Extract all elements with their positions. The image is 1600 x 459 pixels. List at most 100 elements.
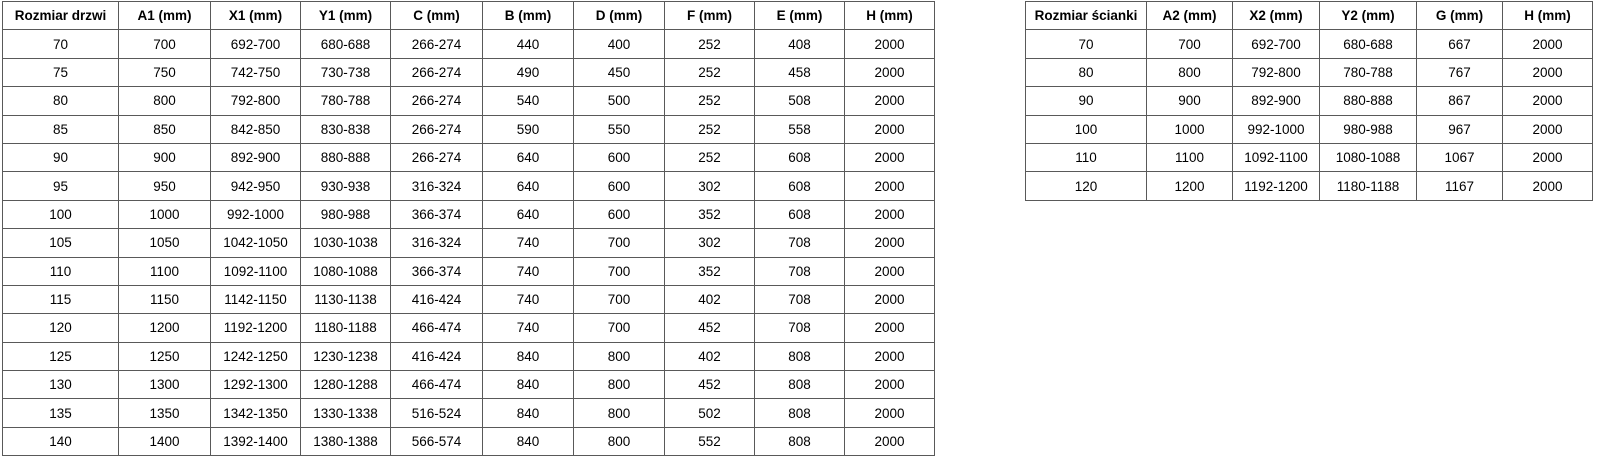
table-cell: 440 [482, 29, 574, 59]
table-cell: 352 [664, 199, 755, 230]
table-cell: 808 [754, 426, 845, 457]
table-cell: 366-374 [390, 256, 483, 286]
table-cell: 1180-1188 [300, 313, 391, 343]
table-cell: 900 [1146, 86, 1233, 116]
table-cell: 792-800 [210, 86, 301, 116]
table-row: 135 1350 1342-1350 1330-1338 516-524 840 800 50… [2, 398, 935, 428]
table-cell: 90 [1025, 86, 1147, 116]
table-cell: 867 [1416, 86, 1503, 116]
table-cell: 1230-1238 [300, 341, 391, 372]
column-header: D (mm) [573, 0, 665, 31]
table-cell: 2000 [844, 398, 935, 428]
table-cell: 942-950 [210, 171, 301, 201]
table-cell: 1050 [118, 228, 211, 258]
table-cell: 252 [664, 29, 755, 59]
table-cell: 1280-1288 [300, 370, 391, 400]
table-cell: 352 [664, 256, 755, 286]
table-row: 100 1000 992-1000 980-988 366-374 640 600 352 60… [2, 199, 935, 230]
table-cell: 490 [482, 57, 574, 88]
table-cell: 700 [573, 313, 665, 343]
table-cell: 740 [482, 256, 574, 286]
table-cell: 967 [1416, 114, 1503, 144]
table-cell: 930-938 [300, 171, 391, 201]
column-header: Rozmiar ścianki [1025, 0, 1147, 31]
table-cell: 2000 [1502, 57, 1593, 88]
table-cell: 1242-1250 [210, 341, 301, 372]
table-row: 120 1200 1192-1200 1180-1188 466-474 740 700 45… [2, 313, 935, 343]
table-cell: 840 [482, 341, 574, 372]
table-row: 100 1000 992-1000 980-988 967 2000 [1025, 114, 1593, 144]
table-cell: 2000 [844, 284, 935, 315]
table-cell: 2000 [1502, 142, 1593, 173]
table-cell: 408 [754, 29, 845, 59]
table-cell: 110 [2, 256, 119, 286]
table-cell: 1030-1038 [300, 228, 391, 258]
table-cell: 1092-1100 [1232, 142, 1320, 173]
table-cell: 135 [2, 398, 119, 428]
table-cell: 452 [664, 313, 755, 343]
table-cell: 2000 [1502, 29, 1593, 59]
table-cell: 1400 [118, 426, 211, 457]
table-cell: 980-988 [300, 199, 391, 230]
table-cell: 708 [754, 284, 845, 315]
table-cell: 540 [482, 86, 574, 116]
table-cell: 800 [573, 398, 665, 428]
table-cell: 252 [664, 142, 755, 173]
column-header: E (mm) [754, 0, 845, 31]
table-cell: 892-900 [210, 142, 301, 173]
wall-size-table: Rozmiar ścianki A2 (mm) X2 (mm) Y2 (mm) G (m… [1025, 0, 1593, 201]
table-cell: 850 [118, 114, 211, 144]
table-cell: 700 [573, 228, 665, 258]
table-cell: 740 [482, 284, 574, 315]
table-cell: 767 [1416, 57, 1503, 88]
table-cell: 500 [573, 86, 665, 116]
table-cell: 700 [1146, 29, 1233, 59]
table-row: 120 1200 1192-1200 1180-1188 1167 2000 [1025, 171, 1593, 201]
table-cell: 1200 [118, 313, 211, 343]
table-cell: 880-888 [300, 142, 391, 173]
table-cell: 450 [573, 57, 665, 88]
table-cell: 558 [754, 114, 845, 144]
table-cell: 1292-1300 [210, 370, 301, 400]
table-cell: 416-424 [390, 341, 483, 372]
table-cell: 366-374 [390, 199, 483, 230]
table-cell: 742-750 [210, 57, 301, 88]
table-cell: 2000 [844, 29, 935, 59]
table-cell: 266-274 [390, 114, 483, 144]
table-cell: 266-274 [390, 57, 483, 88]
table-row: 75 750 742-750 730-738 266-274 490 450 252 458 20… [2, 57, 935, 88]
table-cell: 590 [482, 114, 574, 144]
table-cell: 70 [1025, 29, 1147, 59]
table-cell: 266-274 [390, 29, 483, 59]
column-header: X1 (mm) [210, 0, 301, 31]
table-cell: 1130-1138 [300, 284, 391, 315]
table-cell: 667 [1416, 29, 1503, 59]
table-cell: 466-474 [390, 313, 483, 343]
table-cell: 780-788 [1319, 57, 1417, 88]
table-cell: 80 [1025, 57, 1147, 88]
table-cell: 792-800 [1232, 57, 1320, 88]
table-cell: 105 [2, 228, 119, 258]
column-header: A1 (mm) [118, 0, 211, 31]
table-cell: 2000 [844, 199, 935, 230]
table-cell: 302 [664, 228, 755, 258]
table-cell: 140 [2, 426, 119, 457]
table-cell: 750 [118, 57, 211, 88]
table-cell: 892-900 [1232, 86, 1320, 116]
table-cell: 692-700 [210, 29, 301, 59]
table-row: 85 850 842-850 830-838 266-274 590 550 252 558 20… [2, 114, 935, 144]
table-cell: 700 [573, 284, 665, 315]
column-header: H (mm) [1502, 0, 1593, 31]
table-cell: 316-324 [390, 228, 483, 258]
table-cell: 125 [2, 341, 119, 372]
table-cell: 75 [2, 57, 119, 88]
door-table-header-row: Rozmiar drzwi A1 (mm) X1 (mm) Y1 (mm) C (mm)… [2, 0, 935, 31]
table-cell: 2000 [1502, 86, 1593, 116]
table-cell: 950 [118, 171, 211, 201]
table-cell: 708 [754, 313, 845, 343]
table-cell: 2000 [844, 370, 935, 400]
table-cell: 800 [1146, 57, 1233, 88]
table-cell: 1067 [1416, 142, 1503, 173]
table-cell: 600 [573, 142, 665, 173]
table-cell: 2000 [1502, 114, 1593, 144]
